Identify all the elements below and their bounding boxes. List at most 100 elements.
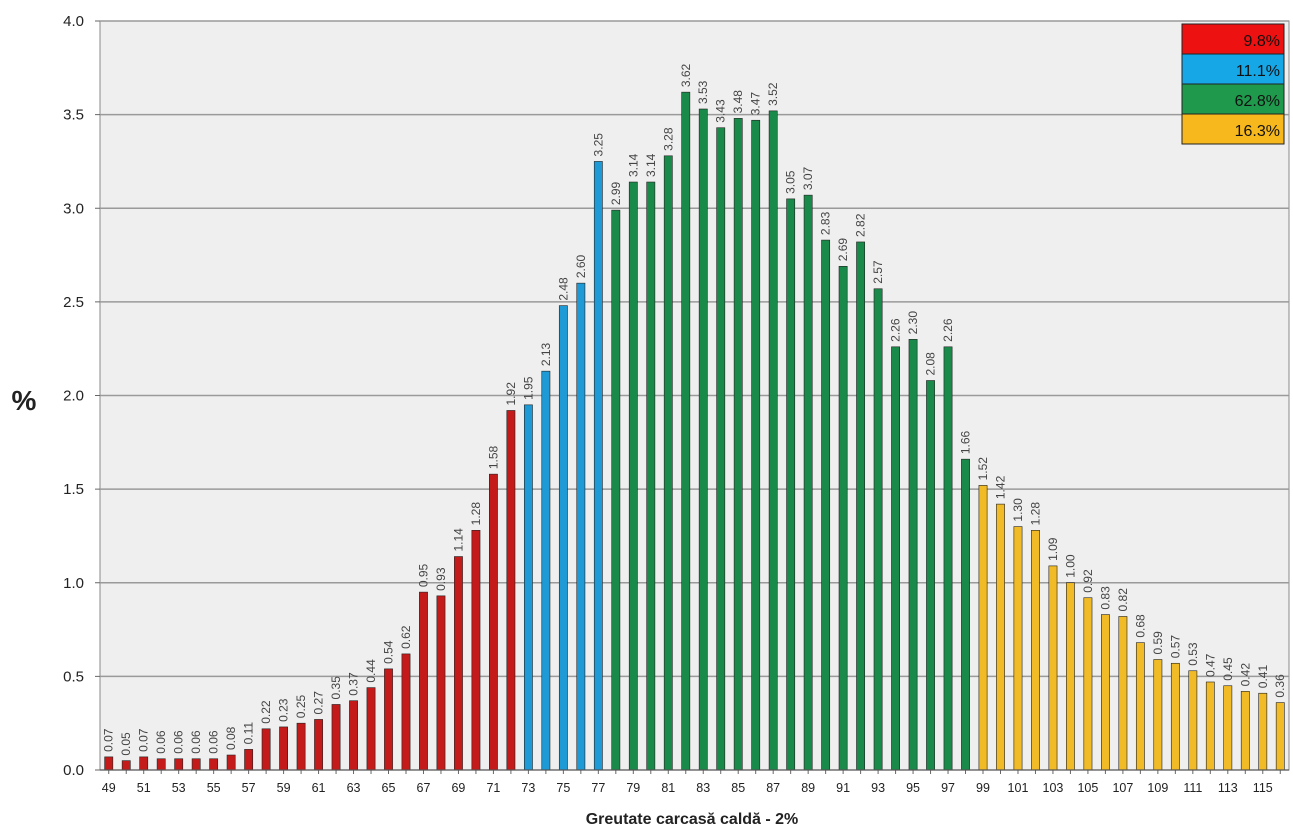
x-tick-label: 87 — [766, 781, 780, 795]
x-tick-label: 113 — [1218, 781, 1238, 795]
bar — [454, 556, 463, 771]
bar — [226, 754, 236, 771]
x-tick-label: 71 — [486, 781, 500, 795]
bar — [489, 473, 498, 771]
legend-swatch — [1181, 113, 1285, 145]
x-tick-label: 99 — [976, 781, 990, 795]
x-tick-label: 61 — [312, 781, 326, 795]
data-label: 3.53 — [696, 80, 710, 104]
data-label: 3.05 — [784, 170, 798, 194]
data-label: 3.14 — [626, 153, 640, 177]
x-tick-label: 93 — [871, 781, 885, 795]
bar — [961, 458, 970, 771]
data-label: 1.14 — [451, 528, 465, 552]
data-label: 0.44 — [364, 659, 378, 683]
x-tick-label: 115 — [1253, 781, 1273, 795]
bar — [384, 668, 393, 771]
x-tick-label: 75 — [556, 781, 570, 795]
bar — [926, 380, 935, 771]
y-axis-ticks: 0.0 0.5 1.0 1.5 2.0 2.5 3.0 3.5 4.0 — [63, 13, 100, 779]
data-label: 2.69 — [836, 238, 850, 262]
bar — [1240, 691, 1250, 771]
data-label: 0.95 — [416, 563, 430, 587]
legend-label: 9.8% — [1244, 33, 1280, 50]
data-label: 0.59 — [1151, 631, 1165, 655]
data-label: 1.09 — [1046, 537, 1060, 561]
data-label: 1.52 — [976, 457, 990, 481]
data-label: 0.47 — [1203, 653, 1217, 677]
data-label: 2.13 — [539, 342, 553, 366]
bar — [209, 758, 219, 771]
legend-swatch — [1181, 83, 1285, 115]
bar — [558, 305, 568, 771]
bar — [716, 127, 726, 771]
x-tick-label: 107 — [1112, 781, 1133, 795]
x-tick-label: 109 — [1147, 781, 1168, 795]
bar — [156, 758, 166, 771]
data-label: 1.28 — [469, 502, 483, 526]
bar — [419, 591, 428, 771]
data-label: 0.37 — [347, 672, 361, 696]
x-tick-label: 73 — [521, 781, 535, 795]
bar — [856, 241, 866, 771]
bar — [1048, 565, 1058, 771]
legend-label: 11.1% — [1236, 63, 1280, 80]
data-label: 3.14 — [644, 153, 658, 177]
bar — [1031, 530, 1040, 771]
data-label: 0.06 — [189, 730, 203, 754]
bar — [1066, 582, 1075, 771]
data-label: 0.06 — [154, 730, 168, 754]
bar — [436, 595, 446, 771]
x-tick-label: 111 — [1183, 781, 1202, 795]
data-label: 3.47 — [749, 92, 763, 116]
data-label: 0.36 — [1273, 674, 1287, 698]
x-tick-label: 91 — [836, 781, 850, 795]
x-tick-label: 67 — [417, 781, 431, 795]
x-tick-label: 63 — [347, 781, 361, 795]
bar — [191, 758, 201, 771]
data-label: 1.66 — [959, 430, 973, 454]
bar — [1013, 526, 1023, 771]
legend-label: 62.8% — [1235, 93, 1280, 110]
y-tick-label: 4.0 — [63, 13, 84, 30]
data-label: 0.05 — [119, 732, 133, 756]
bar — [471, 530, 481, 771]
x-tick-label: 79 — [626, 781, 640, 795]
bar — [1135, 642, 1145, 771]
bar — [768, 110, 778, 771]
bar — [611, 209, 621, 771]
data-label: 0.25 — [294, 695, 308, 719]
data-label: 2.48 — [556, 277, 570, 301]
bar — [891, 346, 900, 771]
data-label: 3.62 — [679, 63, 693, 87]
bar — [506, 410, 516, 771]
bar — [1223, 685, 1233, 771]
x-tick-label: 81 — [661, 781, 675, 795]
data-label: 2.83 — [819, 211, 833, 235]
data-label: 3.28 — [661, 127, 675, 151]
bar — [1083, 597, 1093, 771]
legend: 9.8% 11.1% 62.8% 16.3% — [1181, 23, 1285, 145]
bar — [366, 687, 376, 771]
data-label: 0.11 — [242, 722, 256, 745]
bar — [1275, 702, 1285, 771]
x-tick-label: 59 — [277, 781, 291, 795]
bar — [1205, 681, 1215, 771]
bar — [646, 181, 656, 771]
x-tick-label: 69 — [451, 781, 465, 795]
data-label: 0.54 — [382, 640, 396, 664]
y-tick-label: 3.5 — [63, 107, 84, 124]
bar — [943, 346, 953, 771]
data-label: 3.52 — [766, 82, 780, 106]
data-label: 1.42 — [993, 475, 1007, 499]
bar — [908, 339, 918, 771]
x-tick-label: 105 — [1077, 781, 1098, 795]
data-label: 0.53 — [1186, 642, 1200, 666]
bar — [1188, 670, 1198, 771]
data-label: 0.93 — [434, 567, 448, 591]
data-label: 2.08 — [924, 352, 938, 376]
data-label: 0.07 — [137, 728, 151, 752]
x-axis-title: Greutate carcasă caldă - 2% — [586, 811, 799, 828]
